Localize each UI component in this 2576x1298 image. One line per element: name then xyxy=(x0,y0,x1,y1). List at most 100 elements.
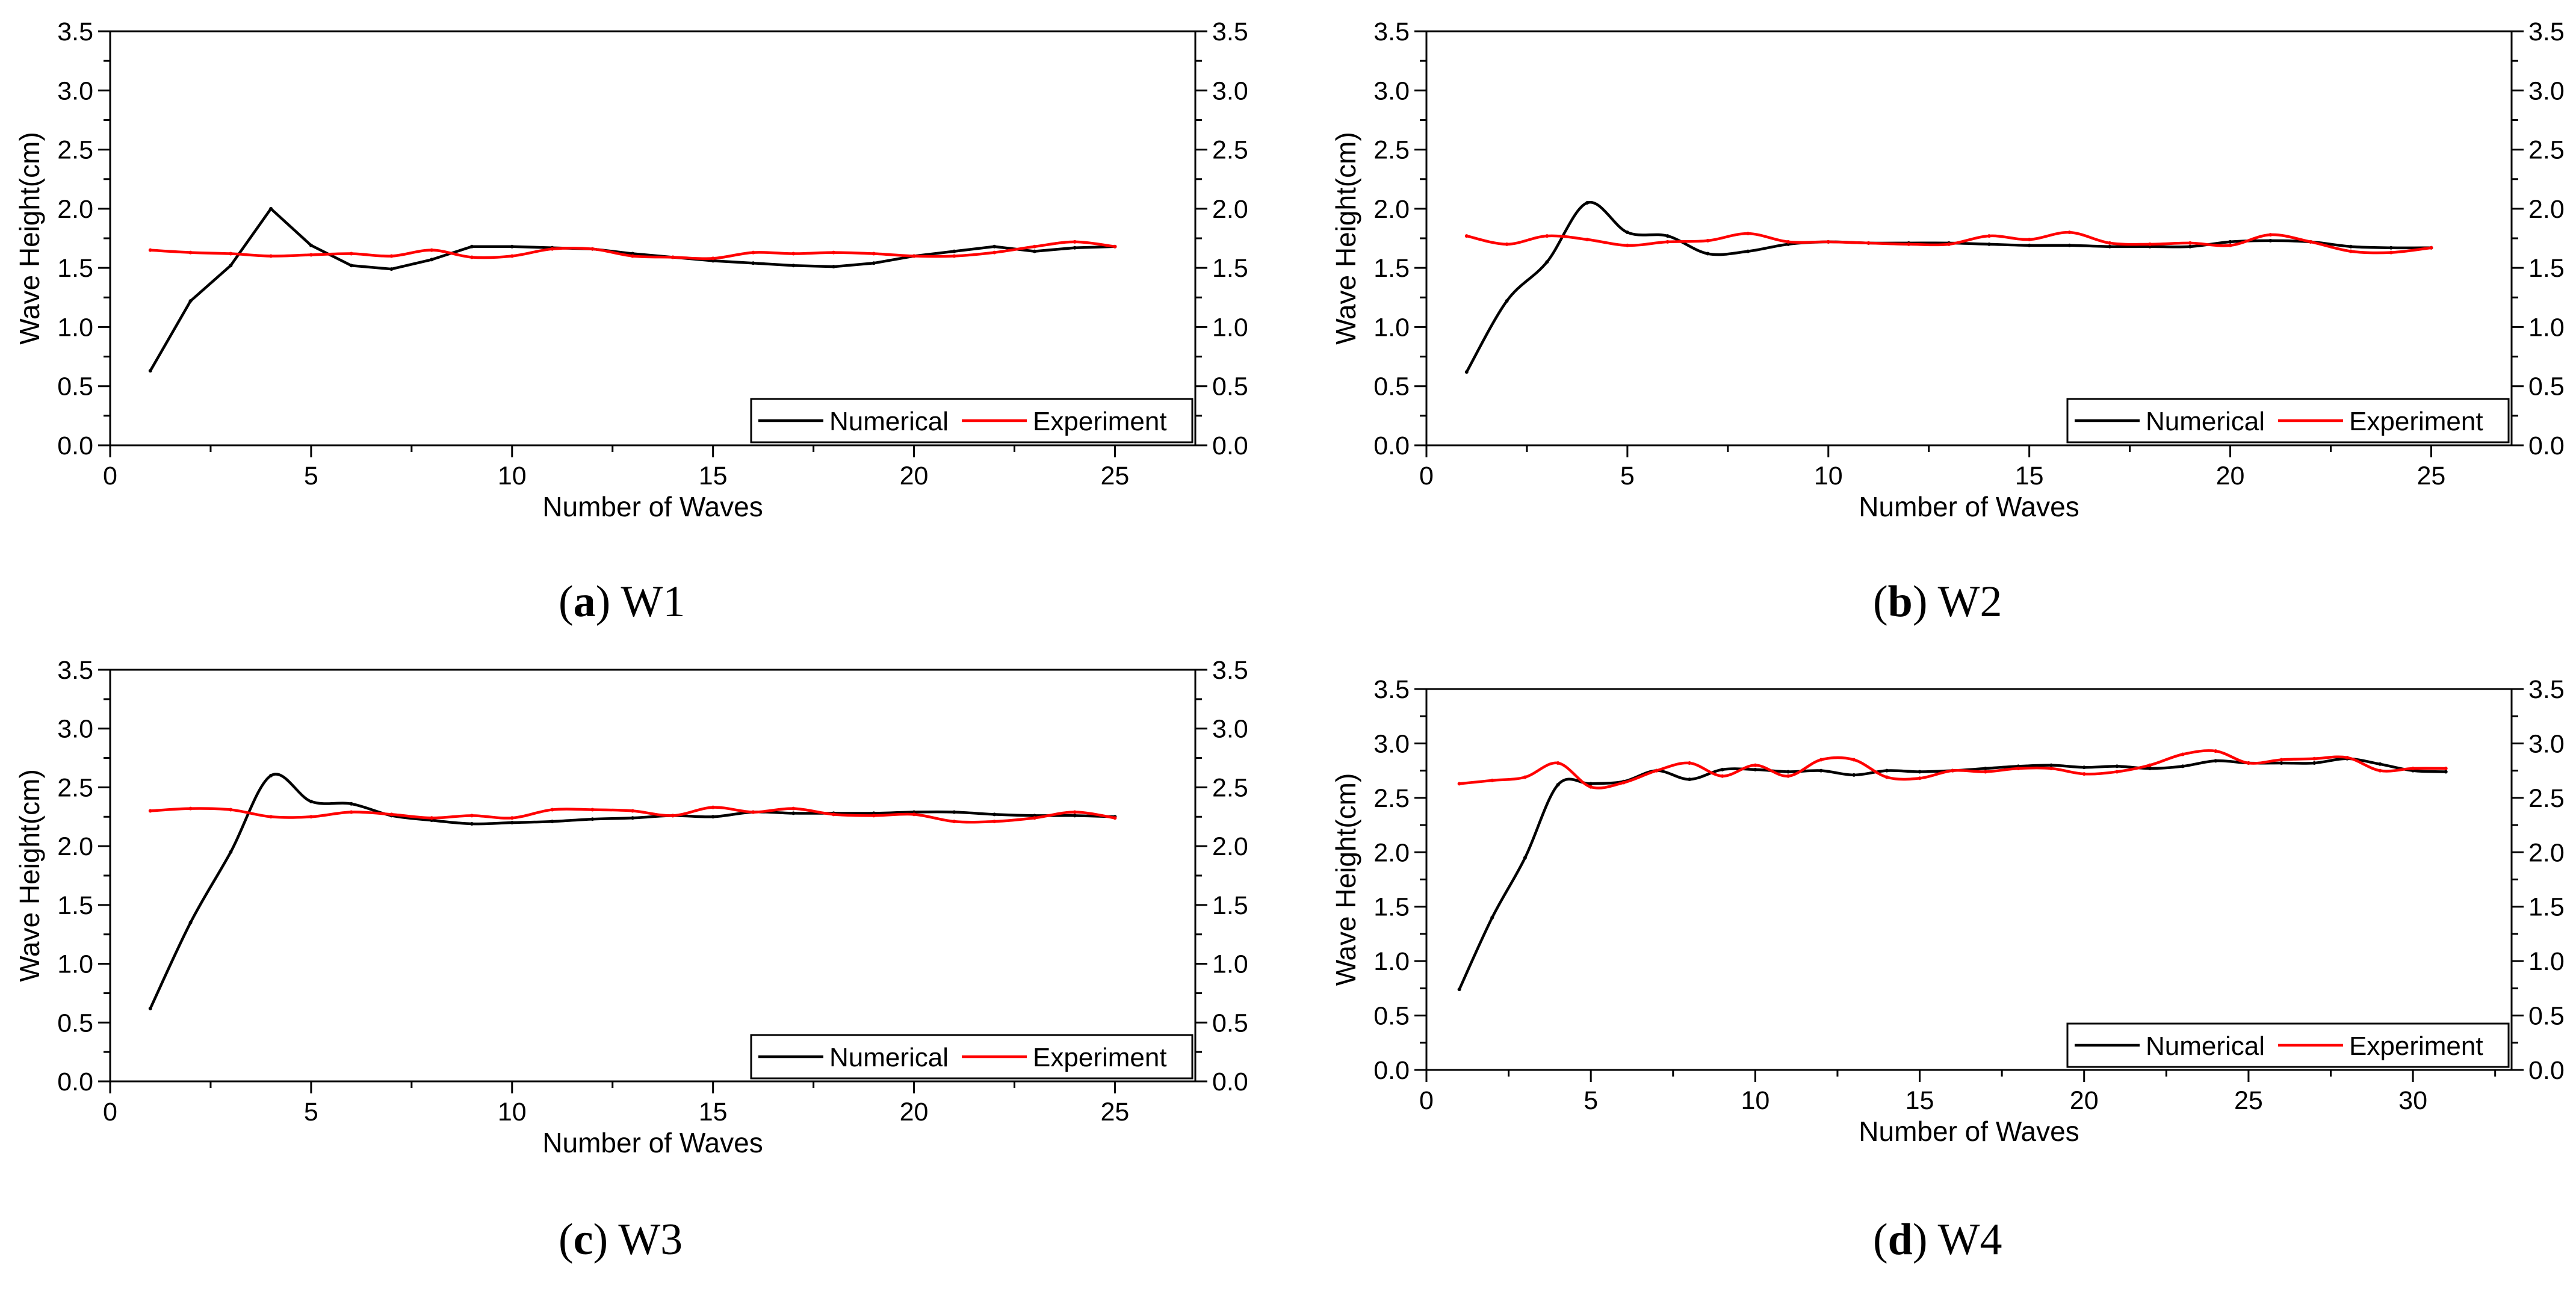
data-point-experiment xyxy=(269,815,273,819)
data-point-experiment xyxy=(872,252,876,256)
data-point-experiment xyxy=(1951,768,1955,773)
x-tick-label: 20 xyxy=(2216,462,2245,490)
data-point-numerical xyxy=(2312,761,2317,765)
x-tick-label: 0 xyxy=(103,1098,117,1126)
data-point-experiment xyxy=(1884,775,1889,779)
data-point-experiment xyxy=(229,252,233,256)
data-point-numerical xyxy=(2108,244,2112,249)
data-point-numerical xyxy=(1523,856,1527,860)
data-point-experiment xyxy=(2429,246,2433,250)
y-tick-label-right: 3.5 xyxy=(1212,17,1248,46)
data-point-numerical xyxy=(872,261,876,265)
data-point-experiment xyxy=(912,812,916,817)
data-point-experiment xyxy=(1688,761,1692,765)
legend-label-numerical: Numerical xyxy=(829,407,949,436)
data-point-numerical xyxy=(1884,768,1889,773)
data-point-numerical xyxy=(1987,242,1991,246)
data-point-numerical xyxy=(631,816,635,820)
data-point-experiment xyxy=(430,248,434,252)
chart-panel-d: 0.0 0.0 0.5 0.5 1.0 1.0 1.5 1.5 2.0 2.0 2.5 2.5 3.0 3… xyxy=(1330,675,2565,1147)
data-point-experiment xyxy=(1907,242,1911,246)
y-tick-label-left: 0.5 xyxy=(57,1009,93,1037)
y-tick-label-left: 0.0 xyxy=(57,431,93,460)
data-point-numerical xyxy=(389,267,394,271)
data-point-experiment xyxy=(2049,767,2054,771)
data-point-numerical xyxy=(1464,370,1469,374)
data-point-experiment xyxy=(1032,244,1036,249)
data-point-numerical xyxy=(1983,767,1987,771)
data-point-experiment xyxy=(2082,772,2086,776)
data-point-experiment xyxy=(349,810,353,814)
legend-label-experiment: Experiment xyxy=(1033,1043,1167,1072)
y-tick-label-left: 2.0 xyxy=(57,195,93,224)
data-point-numerical xyxy=(751,261,755,265)
y-tick-label-right: 3.0 xyxy=(2528,76,2565,105)
data-point-experiment xyxy=(1556,761,1560,765)
data-point-experiment xyxy=(791,252,796,256)
y-tick-label-left: 1.0 xyxy=(1373,313,1410,342)
data-point-numerical xyxy=(2115,764,2119,768)
y-tick-label-right: 3.0 xyxy=(1212,715,1248,744)
x-tick-label: 10 xyxy=(1741,1086,1769,1115)
data-point-experiment xyxy=(1589,785,1593,789)
data-point-experiment xyxy=(2348,249,2353,253)
data-point-experiment xyxy=(952,820,956,824)
data-point-experiment xyxy=(510,816,514,820)
data-point-numerical xyxy=(309,799,313,803)
data-point-numerical xyxy=(2082,765,2086,770)
y-tick-label-right: 1.0 xyxy=(1212,313,1248,342)
series-line-numerical xyxy=(1458,757,2447,991)
data-point-numerical xyxy=(1457,987,1461,992)
data-point-experiment xyxy=(872,814,876,818)
x-tick-label: 15 xyxy=(699,462,728,490)
y-tick-label-left: 3.5 xyxy=(57,656,93,685)
y-tick-label-right: 1.0 xyxy=(2528,947,2565,976)
data-point-experiment xyxy=(2016,767,2020,771)
data-point-experiment xyxy=(670,814,675,818)
y-tick-label-left: 3.0 xyxy=(57,715,93,744)
data-point-experiment xyxy=(2309,240,2313,244)
data-point-numerical xyxy=(430,258,434,262)
y-tick-label-right: 0.5 xyxy=(2528,1002,2565,1031)
data-point-numerical xyxy=(1665,234,1670,238)
legend: Numerical Experiment xyxy=(750,1034,1194,1080)
data-point-numerical xyxy=(1918,770,1922,774)
data-point-numerical xyxy=(1585,201,1590,205)
data-point-numerical xyxy=(2279,761,2283,765)
data-point-numerical xyxy=(1753,767,1757,771)
data-point-numerical xyxy=(992,812,997,817)
data-point-experiment xyxy=(2389,250,2393,255)
data-point-numerical xyxy=(2148,767,2152,771)
data-point-experiment xyxy=(670,255,675,259)
y-tick-label-left: 0.0 xyxy=(1373,431,1410,460)
data-point-numerical xyxy=(1505,299,1509,303)
x-tick-label: 0 xyxy=(103,462,117,490)
data-point-numerical xyxy=(1073,814,1077,818)
caption-d: (d) W4 xyxy=(1873,1215,2002,1264)
legend-box xyxy=(750,398,1194,443)
y-tick-label-right: 0.0 xyxy=(2528,431,2565,460)
data-point-experiment xyxy=(1585,237,1590,241)
data-point-numerical xyxy=(349,264,353,268)
data-point-numerical xyxy=(309,243,313,247)
x-axis-label: Number of Waves xyxy=(1859,1116,2079,1147)
data-point-experiment xyxy=(309,815,313,819)
y-tick-label-right: 1.5 xyxy=(1212,254,1248,283)
data-point-experiment xyxy=(2312,756,2317,761)
data-point-numerical xyxy=(2027,243,2031,247)
data-point-numerical xyxy=(2268,238,2273,243)
y-tick-label-left: 2.0 xyxy=(1373,838,1410,867)
caption-c: (c) W3 xyxy=(559,1215,683,1264)
data-point-numerical xyxy=(711,815,715,819)
y-tick-label-right: 2.5 xyxy=(1212,773,1248,802)
data-point-numerical xyxy=(2049,763,2054,767)
data-point-numerical xyxy=(1819,768,1823,773)
data-point-experiment xyxy=(2411,767,2415,771)
data-point-experiment xyxy=(188,250,193,255)
y-tick-label-left: 0.5 xyxy=(57,372,93,401)
data-point-experiment xyxy=(1753,763,1757,767)
data-point-numerical xyxy=(1589,782,1593,786)
y-tick-label-right: 3.5 xyxy=(2528,17,2565,46)
caption-b-label: W2 xyxy=(1937,577,2002,626)
